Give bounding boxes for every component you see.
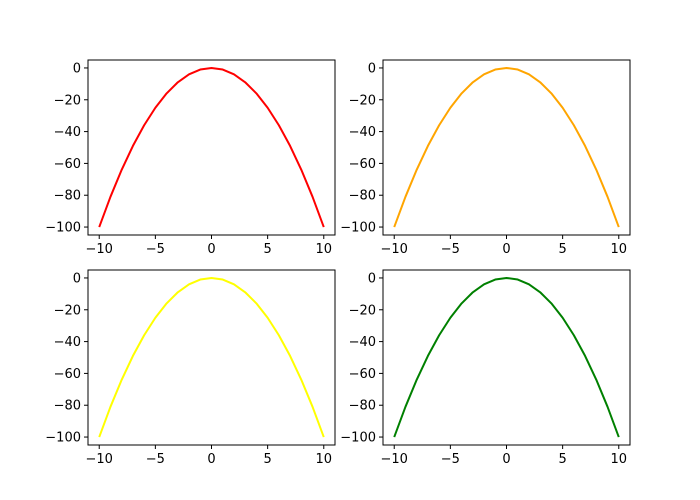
- series-line: [393, 276, 620, 438]
- y-tick-label: −80: [349, 399, 376, 414]
- x-tick-label: −5: [146, 242, 165, 257]
- subplot-bottom-right: −10 −5 0 5 10 0 −20 −40 −60 −80 −100: [340, 269, 631, 467]
- y-tick-label: −60: [54, 367, 81, 382]
- y-tick-label: −20: [349, 303, 376, 318]
- x-tick-label: −10: [381, 242, 408, 257]
- y-tick-label: −20: [349, 93, 376, 108]
- y-tick-label: 0: [368, 271, 376, 286]
- x-tick-label: 10: [315, 242, 332, 257]
- x-tick-label: 5: [263, 452, 271, 467]
- subplot-bottom-left: −10 −5 0 5 10 0 −20 −40 −60 −80 −100: [45, 269, 336, 467]
- y-tick-label: −100: [45, 221, 81, 236]
- y-tick-label: −100: [340, 221, 376, 236]
- subplot-top-left: −10 −5 0 5 10 0 −20 −40 −60 −80 −100: [45, 59, 336, 257]
- axes-frame: [382, 59, 631, 236]
- axes-frame: [382, 269, 631, 446]
- x-tick-label: 0: [502, 242, 510, 257]
- y-tick-label: −40: [54, 335, 81, 350]
- y-tick-label: −60: [349, 367, 376, 382]
- y-tick-label: −40: [54, 125, 81, 140]
- x-tick-label: −5: [146, 452, 165, 467]
- y-tick-label: −80: [349, 189, 376, 204]
- y-tick-label: −20: [54, 93, 81, 108]
- y-tick-label: 0: [368, 61, 376, 76]
- x-tick-label: 5: [558, 242, 566, 257]
- x-tick-label: −10: [381, 452, 408, 467]
- x-tick-label: 0: [502, 452, 510, 467]
- x-tick-label: 5: [558, 452, 566, 467]
- subplot-top-right: −10 −5 0 5 10 0 −20 −40 −60 −80 −100: [340, 59, 631, 257]
- x-tick-label: −10: [86, 242, 113, 257]
- x-tick-label: 10: [315, 452, 332, 467]
- x-tick-label: 5: [263, 242, 271, 257]
- y-tick-label: −80: [54, 399, 81, 414]
- y-tick-label: −20: [54, 303, 81, 318]
- x-tick-label: −5: [441, 452, 460, 467]
- y-tick-label: −80: [54, 189, 81, 204]
- x-tick-label: −10: [86, 452, 113, 467]
- y-tick-label: −100: [45, 431, 81, 446]
- series-line: [98, 276, 325, 438]
- x-tick-label: 10: [610, 242, 627, 257]
- x-tick-label: 0: [207, 242, 215, 257]
- series-line: [393, 66, 620, 228]
- y-tick-label: 0: [73, 271, 81, 286]
- x-tick-label: −5: [441, 242, 460, 257]
- series-line: [98, 66, 325, 228]
- x-tick-label: 0: [207, 452, 215, 467]
- y-tick-label: −40: [349, 125, 376, 140]
- y-tick-label: −60: [54, 157, 81, 172]
- y-tick-label: −100: [340, 431, 376, 446]
- axes-frame: [87, 59, 336, 236]
- y-tick-label: 0: [73, 61, 81, 76]
- x-tick-label: 10: [610, 452, 627, 467]
- axes-frame: [87, 269, 336, 446]
- y-tick-label: −60: [349, 157, 376, 172]
- y-tick-label: −40: [349, 335, 376, 350]
